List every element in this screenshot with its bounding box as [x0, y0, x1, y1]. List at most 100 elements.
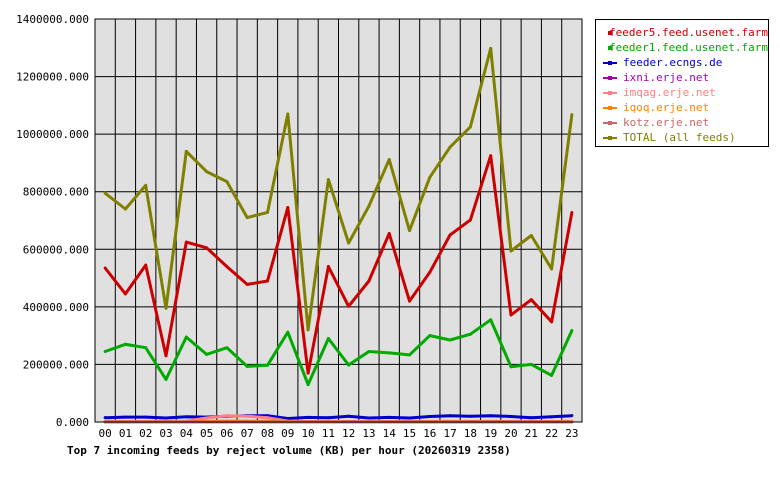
data-point: [448, 338, 452, 342]
data-point: [265, 416, 269, 420]
data-point: [387, 415, 391, 419]
data-point: [408, 353, 412, 357]
x-tick-label: 05: [200, 427, 213, 440]
data-point: [184, 415, 188, 419]
data-point: [123, 415, 127, 419]
y-tick-label: 0.000: [56, 416, 89, 429]
data-point: [489, 46, 493, 50]
data-point: [428, 334, 432, 338]
data-point: [468, 218, 472, 222]
y-tick-label: 400000.000: [23, 301, 89, 314]
data-point: [489, 154, 493, 158]
x-axis-tick-labels: 00 01 02 03 04 05 06 07 08 09 10 11 12 13 14 15 16 17 18 19…: [99, 427, 579, 440]
x-tick-label: 16: [423, 427, 436, 440]
legend-item: TOTAL (all feeds): [596, 130, 768, 145]
x-tick-label: 12: [342, 427, 355, 440]
legend: feeder5.feed.usenet.farm feeder1.feed.use…: [595, 19, 769, 147]
data-point: [468, 332, 472, 336]
data-point: [448, 414, 452, 418]
x-tick-label: 06: [220, 427, 233, 440]
x-tick-label: 03: [159, 427, 172, 440]
x-tick-label: 11: [322, 427, 335, 440]
legend-label: TOTAL (all feeds): [623, 131, 736, 144]
x-tick-label: 04: [180, 427, 194, 440]
data-point: [164, 306, 168, 310]
y-tick-label: 1200000.000: [16, 71, 89, 84]
data-point: [326, 265, 330, 269]
x-tick-label: 09: [281, 427, 294, 440]
data-point: [509, 313, 513, 317]
data-point: [164, 354, 168, 358]
data-point: [529, 362, 533, 366]
legend-swatch: [603, 90, 617, 95]
data-point: [306, 383, 310, 387]
data-point: [347, 363, 351, 367]
series-0: [103, 154, 574, 375]
data-point: [428, 415, 432, 419]
legend-label: imqag.erje.net: [623, 86, 716, 99]
data-point: [245, 364, 249, 368]
x-tick-label: 13: [362, 427, 375, 440]
data-point: [489, 414, 493, 418]
data-point: [468, 414, 472, 418]
series-line: [104, 318, 574, 387]
data-point: [326, 337, 330, 341]
data-point: [509, 415, 513, 419]
data-point: [265, 210, 269, 214]
data-point: [286, 417, 290, 421]
data-point: [387, 231, 391, 235]
x-tick-label: 08: [261, 427, 274, 440]
legend-swatch: [603, 120, 617, 125]
y-tick-label: 1000000.000: [16, 128, 89, 141]
data-point: [205, 352, 209, 356]
data-point: [367, 349, 371, 353]
legend-item: feeder5.feed.usenet.farm: [596, 25, 768, 40]
data-point: [489, 318, 493, 322]
data-point: [103, 349, 107, 353]
legend-label: feeder.ecngs.de: [623, 56, 723, 69]
data-point: [529, 416, 533, 420]
data-point: [367, 279, 371, 283]
series-line: [105, 414, 572, 420]
data-point: [103, 191, 107, 195]
series-2: [103, 414, 574, 421]
legend-label: feeder1.feed.usenet.farm: [609, 41, 768, 54]
legend-item: feeder.ecngs.de: [596, 55, 768, 70]
x-tick-label: 14: [383, 427, 397, 440]
data-point: [265, 279, 269, 283]
y-tick-label: 1400000.000: [16, 13, 89, 26]
data-point: [225, 346, 229, 350]
data-point: [123, 292, 127, 296]
data-point: [205, 416, 209, 420]
data-point: [347, 304, 351, 308]
data-point: [245, 414, 249, 418]
y-tick-label: 800000.000: [23, 186, 89, 199]
legend-swatch: [603, 60, 617, 65]
legend-label: ixni.erje.net: [623, 71, 710, 84]
data-point: [529, 233, 533, 237]
data-point: [326, 178, 330, 182]
x-tick-label: 20: [504, 427, 517, 440]
data-point: [184, 335, 188, 339]
data-point: [306, 371, 310, 375]
data-point: [123, 342, 127, 346]
x-tick-label: 23: [565, 427, 578, 440]
legend-swatch: [603, 75, 617, 80]
x-tick-label: 18: [464, 427, 477, 440]
data-point: [550, 267, 554, 271]
legend-label: iqoq.erje.net: [623, 101, 710, 114]
series-line: [104, 46, 574, 332]
data-point: [265, 363, 269, 367]
data-point: [408, 299, 412, 303]
data-point: [245, 282, 249, 286]
data-point: [570, 414, 574, 418]
data-point: [408, 416, 412, 420]
data-point: [347, 414, 351, 418]
data-point: [184, 240, 188, 244]
data-point: [550, 320, 554, 324]
data-point: [225, 180, 229, 184]
data-point: [529, 298, 533, 302]
data-point: [144, 263, 148, 267]
x-tick-label: 17: [443, 427, 456, 440]
